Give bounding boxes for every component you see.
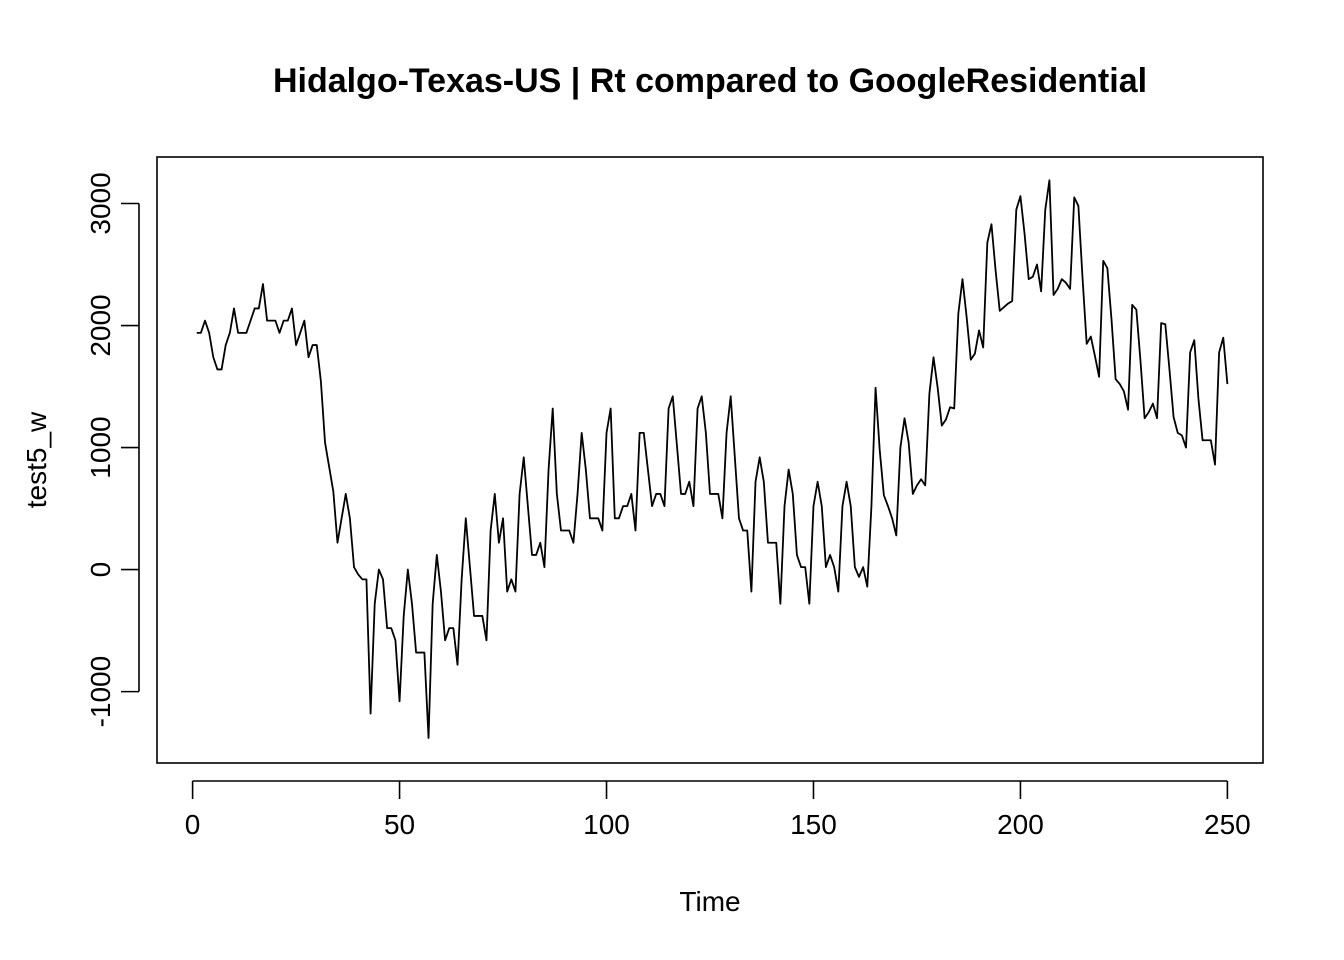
x-tick-label: 150	[790, 809, 837, 840]
y-tick-label: 0	[85, 562, 116, 578]
chart-title: Hidalgo-Texas-US | Rt compared to Google…	[273, 62, 1147, 100]
y-tick-label: -1000	[85, 656, 116, 728]
x-tick-label: 0	[185, 809, 201, 840]
x-axis: 0 50 100 150 200 250	[185, 780, 1251, 840]
y-axis-label: test5_w	[21, 411, 52, 508]
x-axis-label: Time	[679, 886, 740, 917]
x-tick-label: 50	[384, 809, 415, 840]
y-axis: -1000 0 1000 2000 3000	[85, 172, 140, 728]
y-tick-label: 1000	[85, 416, 116, 478]
series-line	[196, 179, 1229, 739]
x-tick-label: 200	[997, 809, 1044, 840]
x-tick-label: 250	[1204, 809, 1251, 840]
plot-frame	[156, 156, 1264, 764]
x-tick-label: 100	[583, 809, 630, 840]
y-tick-label: 2000	[85, 294, 116, 356]
y-tick-label: 3000	[85, 172, 116, 234]
